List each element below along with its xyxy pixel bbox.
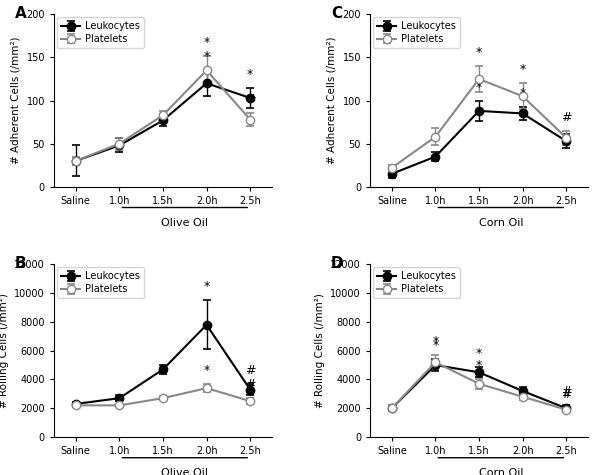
Text: *: * bbox=[203, 36, 209, 49]
Legend: Leukocytes, Platelets: Leukocytes, Platelets bbox=[373, 17, 460, 48]
Legend: Leukocytes, Platelets: Leukocytes, Platelets bbox=[57, 17, 144, 48]
Y-axis label: # Rolling Cells (/mm²): # Rolling Cells (/mm²) bbox=[0, 293, 8, 408]
Text: #: # bbox=[561, 388, 571, 400]
Text: *: * bbox=[476, 81, 482, 94]
Text: *: * bbox=[520, 86, 526, 100]
Text: A: A bbox=[15, 6, 26, 20]
Text: #: # bbox=[245, 364, 256, 377]
Text: Olive Oil: Olive Oil bbox=[161, 218, 208, 228]
Text: #: # bbox=[561, 386, 571, 399]
Text: *: * bbox=[476, 347, 482, 361]
Text: *: * bbox=[203, 364, 209, 377]
Text: Olive Oil: Olive Oil bbox=[161, 468, 208, 475]
Text: *: * bbox=[476, 359, 482, 372]
Text: Corn Oil: Corn Oil bbox=[479, 468, 523, 475]
Y-axis label: # Rolling Cells (/mm²): # Rolling Cells (/mm²) bbox=[315, 293, 325, 408]
Text: *: * bbox=[247, 67, 253, 81]
Text: *: * bbox=[520, 63, 526, 76]
Legend: Leukocytes, Platelets: Leukocytes, Platelets bbox=[57, 267, 144, 298]
Text: *: * bbox=[203, 50, 209, 64]
Text: #: # bbox=[245, 93, 256, 106]
Text: *: * bbox=[433, 340, 439, 352]
Text: Corn Oil: Corn Oil bbox=[479, 218, 523, 228]
Text: *: * bbox=[203, 281, 209, 294]
Text: *: * bbox=[433, 335, 439, 348]
Legend: Leukocytes, Platelets: Leukocytes, Platelets bbox=[373, 267, 460, 298]
Y-axis label: # Adherent Cells (/mm²): # Adherent Cells (/mm²) bbox=[11, 37, 21, 164]
Y-axis label: # Adherent Cells (/mm²): # Adherent Cells (/mm²) bbox=[327, 37, 337, 164]
Text: C: C bbox=[331, 6, 342, 20]
Text: B: B bbox=[15, 256, 26, 271]
Text: D: D bbox=[331, 256, 343, 271]
Text: #: # bbox=[561, 111, 571, 124]
Text: *: * bbox=[476, 46, 482, 59]
Text: #: # bbox=[245, 378, 256, 391]
